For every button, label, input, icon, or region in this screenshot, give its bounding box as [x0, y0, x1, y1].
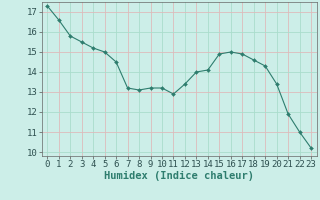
X-axis label: Humidex (Indice chaleur): Humidex (Indice chaleur): [104, 171, 254, 181]
